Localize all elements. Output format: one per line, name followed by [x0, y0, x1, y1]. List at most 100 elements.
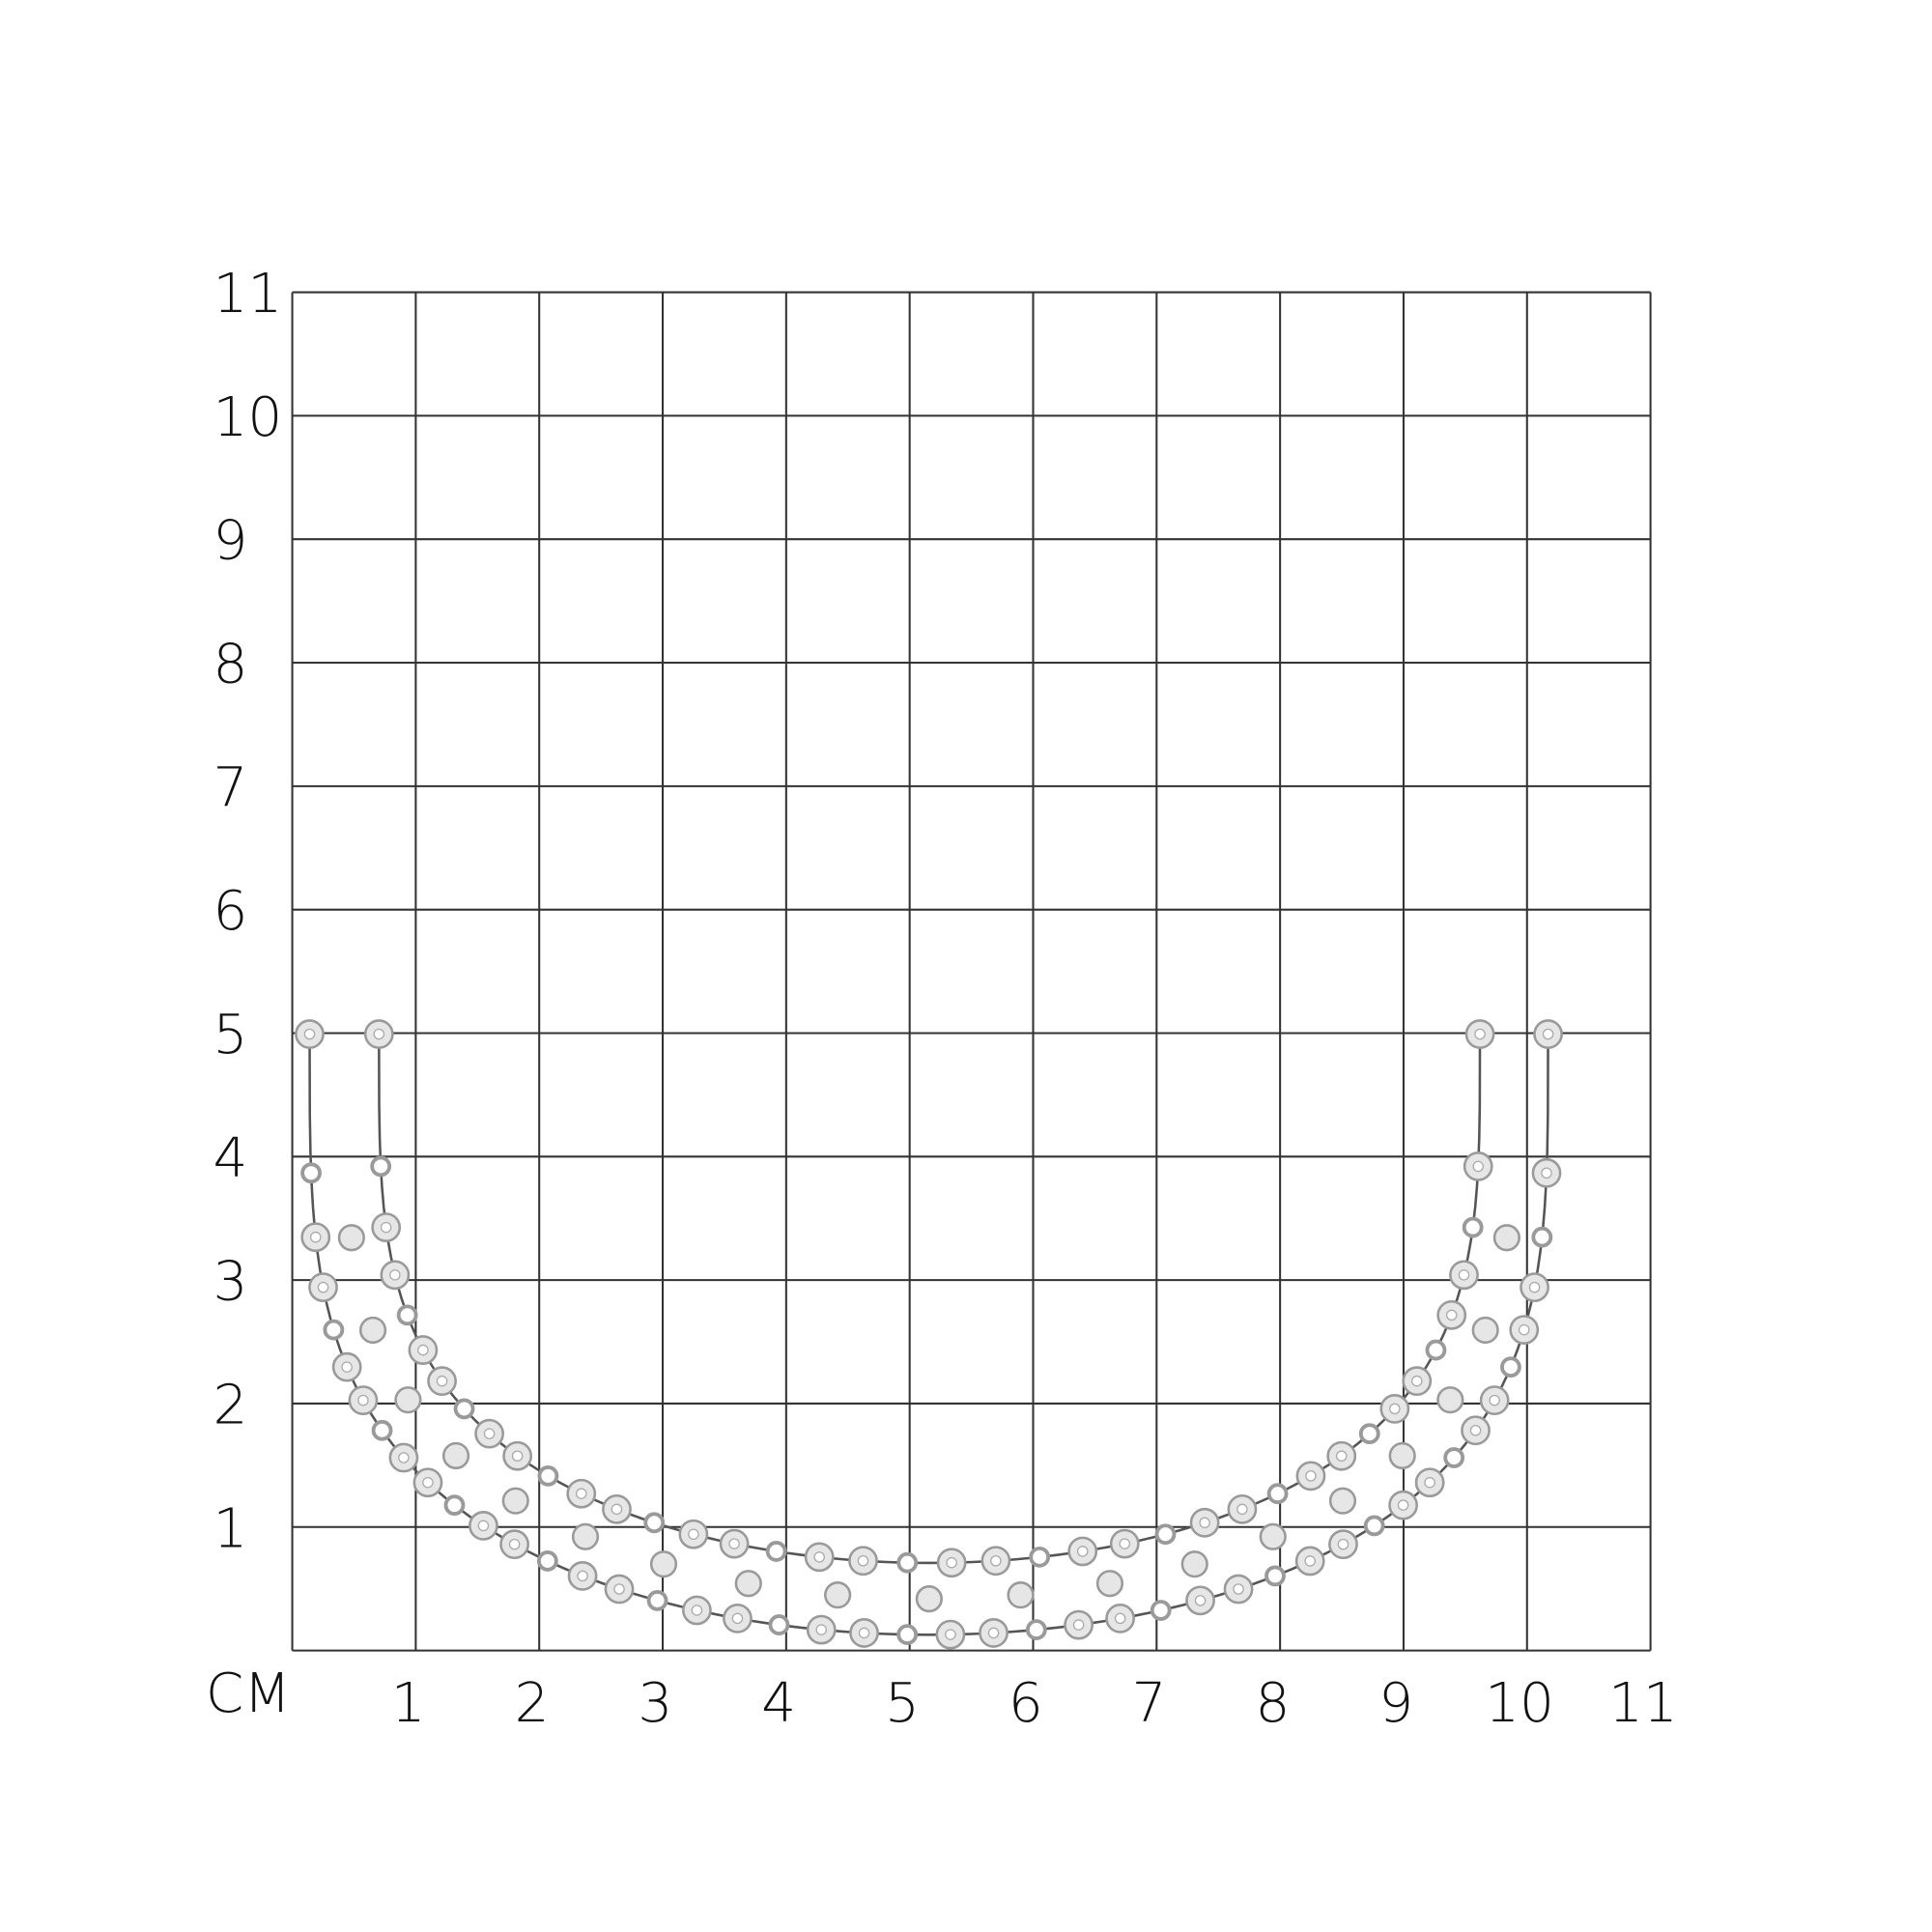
chain-link-ring: [646, 1589, 668, 1611]
chain-link-ring: [768, 1614, 790, 1635]
stone-facet: [373, 1028, 385, 1040]
stone-facet: [1469, 1424, 1482, 1436]
center-stone: [337, 1224, 365, 1252]
stone-facet: [309, 1231, 322, 1243]
stone-facet: [815, 1624, 827, 1635]
stone-facet: [357, 1394, 369, 1406]
chain-link-ring: [643, 1512, 666, 1534]
y-tick-label: 4: [213, 1127, 248, 1190]
chain-link-ring: [1531, 1226, 1553, 1248]
stone-facet: [688, 1528, 699, 1540]
stone-facet: [341, 1361, 353, 1373]
inner-chain-wire: [378, 1034, 1482, 1565]
unit-label: CM: [206, 1662, 291, 1725]
stone-facet: [398, 1452, 410, 1463]
y-tick-label: 8: [213, 634, 248, 696]
stone-facet: [1424, 1476, 1435, 1489]
chain-link-ring: [1025, 1619, 1047, 1640]
y-tick-label: 9: [213, 510, 248, 573]
stone-facet: [1233, 1583, 1244, 1595]
y-tick-label: 3: [213, 1251, 248, 1314]
chain-link-ring: [323, 1319, 345, 1341]
stone-facet: [1397, 1499, 1409, 1511]
stone-facet: [417, 1344, 429, 1356]
stone-facet: [1542, 1028, 1554, 1040]
chain-link-ring: [1264, 1565, 1286, 1587]
stone-facet: [317, 1281, 329, 1293]
stone-facet: [1445, 1309, 1458, 1321]
x-tick-label: 8: [1255, 1672, 1290, 1735]
chain-link-ring: [896, 1624, 919, 1645]
stone-facet: [389, 1269, 401, 1281]
chain-link-ring: [396, 1304, 418, 1326]
stone-facet: [1076, 1546, 1089, 1557]
stone-facet: [1305, 1470, 1317, 1482]
center-stone: [1388, 1441, 1416, 1470]
stone-facet: [1114, 1612, 1126, 1625]
stone-facet: [858, 1627, 870, 1639]
chain-link-ring: [896, 1551, 919, 1574]
chain-link-ring: [1150, 1600, 1172, 1621]
center-stone: [734, 1570, 762, 1598]
chain-link-ring: [371, 1419, 393, 1441]
stone-facet: [1304, 1555, 1316, 1567]
stone-facet: [1411, 1375, 1423, 1387]
center-stone: [501, 1487, 529, 1515]
stone-facet: [422, 1476, 434, 1489]
chain-link-ring: [1363, 1515, 1385, 1537]
bracelet-image: [295, 1019, 1563, 1650]
y-tick-label: 1: [213, 1497, 248, 1560]
stone-facet: [1072, 1619, 1085, 1631]
y-tick-label: 10: [213, 386, 283, 449]
chain-link-ring: [453, 1398, 475, 1420]
stone-facet: [303, 1028, 316, 1040]
stone-facet: [577, 1570, 588, 1582]
stone-facet: [1199, 1517, 1210, 1529]
x-axis-labels: 1 2 3 4 5 6 7 8 9 10 11: [391, 1672, 1678, 1735]
stone-facet: [731, 1612, 744, 1625]
center-stone: [1328, 1487, 1357, 1515]
center-stone: [915, 1585, 943, 1613]
center-stone: [1180, 1550, 1208, 1578]
stone-facet: [1389, 1403, 1401, 1415]
chain-link-ring: [537, 1464, 559, 1487]
chain-link-ring: [300, 1162, 322, 1184]
stone-facet: [1335, 1450, 1348, 1463]
center-stone: [649, 1550, 678, 1578]
stone-facet: [508, 1538, 521, 1550]
center-stone: [824, 1581, 852, 1609]
stone-facet: [380, 1221, 392, 1234]
grid-lines: [291, 291, 1652, 1652]
outer-chain-wire: [308, 1034, 1549, 1636]
stone-facet: [1472, 1160, 1484, 1173]
center-stone: [1436, 1386, 1464, 1414]
chain-link-ring: [1266, 1483, 1289, 1505]
center-stone: [394, 1386, 422, 1414]
chain-link-ring: [1029, 1546, 1051, 1568]
x-tick-label: 3: [638, 1672, 672, 1735]
stone-facet: [611, 1503, 623, 1516]
stone-facet: [1528, 1281, 1541, 1293]
y-tick-label: 11: [213, 263, 283, 326]
stone-facet: [1337, 1538, 1350, 1550]
x-tick-label: 11: [1608, 1672, 1678, 1735]
x-tick-label: 1: [391, 1672, 426, 1735]
x-tick-label: 5: [885, 1672, 920, 1735]
stone-facet: [990, 1554, 1002, 1567]
x-tick-label: 10: [1485, 1672, 1554, 1735]
x-tick-label: 6: [1009, 1672, 1043, 1735]
chain-link-ring: [536, 1550, 558, 1572]
chain-link-ring: [1443, 1447, 1465, 1468]
stone-facet: [511, 1450, 524, 1463]
stone-facet: [575, 1488, 587, 1499]
stone-facet: [857, 1554, 869, 1567]
y-tick-label: 5: [213, 1004, 248, 1066]
chain-link-ring: [1500, 1356, 1521, 1378]
y-tick-label: 7: [213, 756, 248, 819]
stone-facet: [1489, 1394, 1500, 1406]
stone-facet: [1541, 1167, 1552, 1179]
center-stone: [1259, 1522, 1287, 1550]
stone-facet: [1518, 1323, 1530, 1336]
